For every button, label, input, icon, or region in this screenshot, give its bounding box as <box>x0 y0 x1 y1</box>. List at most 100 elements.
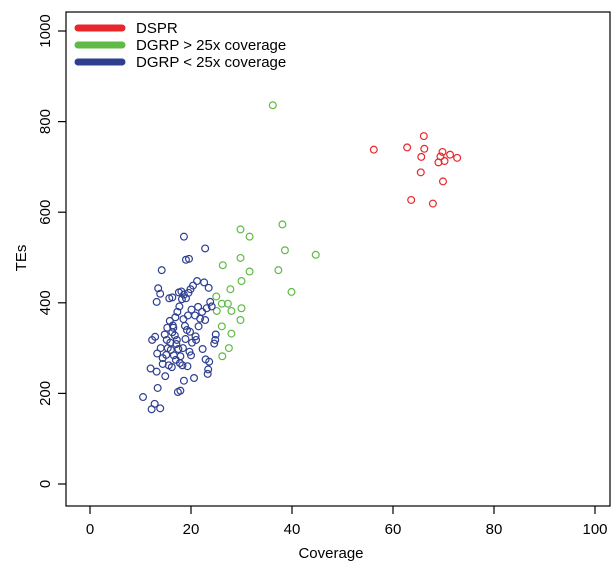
data-point <box>217 322 226 331</box>
data-point <box>172 340 181 349</box>
data-point <box>171 313 180 322</box>
data-point <box>217 299 226 308</box>
data-point <box>179 376 188 385</box>
data-point <box>287 287 296 296</box>
x-tick-label: 80 <box>486 521 503 538</box>
data-point <box>407 195 416 204</box>
data-point <box>205 357 214 366</box>
data-point <box>160 330 169 339</box>
y-tick-label: 400 <box>37 290 54 315</box>
data-point <box>174 345 183 354</box>
data-point <box>245 232 254 241</box>
data-point <box>179 315 188 324</box>
data-point <box>438 147 447 156</box>
data-point <box>202 304 211 313</box>
legend-label: DGRP < 25x coverage <box>136 54 286 71</box>
data-point <box>417 152 426 161</box>
data-point <box>187 305 196 314</box>
data-point <box>212 292 221 301</box>
data-point <box>170 331 179 340</box>
series-1 <box>212 101 320 361</box>
data-point <box>194 302 203 311</box>
data-point <box>185 347 194 356</box>
legend-label: DSPR <box>136 20 178 37</box>
data-point <box>139 393 148 402</box>
data-point <box>157 266 166 275</box>
data-point <box>280 246 289 255</box>
series-2 <box>139 232 220 414</box>
data-point <box>185 327 194 336</box>
x-tick-label: 60 <box>385 521 402 538</box>
data-point <box>207 302 216 311</box>
data-point <box>151 332 160 341</box>
data-point <box>183 362 192 371</box>
data-point <box>224 344 233 353</box>
plot-frame <box>65 11 611 507</box>
data-point <box>178 361 187 370</box>
data-point <box>428 199 437 208</box>
y-tick-label: 1000 <box>37 14 54 47</box>
data-point <box>161 372 170 381</box>
data-point <box>156 289 165 298</box>
data-point <box>420 144 429 153</box>
data-point <box>172 335 181 344</box>
data-point <box>218 261 227 270</box>
data-point <box>245 267 254 276</box>
data-point <box>192 335 201 344</box>
data-point <box>419 132 428 141</box>
x-tick-label: 40 <box>284 521 301 538</box>
data-point <box>210 339 219 348</box>
data-point <box>237 304 246 313</box>
data-points <box>139 101 462 414</box>
data-point <box>167 363 176 372</box>
data-point <box>189 281 198 290</box>
data-point <box>177 295 186 304</box>
data-point <box>176 352 185 361</box>
data-point <box>236 225 245 234</box>
data-point <box>218 352 227 361</box>
data-point <box>226 285 235 294</box>
data-point <box>201 244 210 253</box>
data-point <box>173 307 182 316</box>
data-point <box>227 306 236 315</box>
y-tick-label: 200 <box>37 381 54 406</box>
data-point <box>193 277 202 286</box>
data-point <box>169 351 178 360</box>
data-point <box>156 344 165 353</box>
data-point <box>236 253 245 262</box>
data-point <box>153 383 162 392</box>
data-point <box>211 330 220 339</box>
data-point <box>453 153 462 162</box>
data-point <box>206 297 215 306</box>
data-point <box>194 322 203 331</box>
data-point <box>438 177 447 186</box>
data-point <box>236 316 245 325</box>
data-point <box>201 316 210 325</box>
data-point <box>446 150 455 159</box>
data-point <box>204 283 213 292</box>
data-point <box>198 345 207 354</box>
series-0 <box>369 132 462 208</box>
x-axis-title: Coverage <box>298 545 363 562</box>
x-tick-label: 0 <box>86 521 94 538</box>
data-point <box>176 386 185 395</box>
data-point <box>188 338 197 347</box>
data-point <box>278 220 287 229</box>
data-point <box>204 365 213 374</box>
data-point <box>156 404 165 413</box>
y-axis-title: TEs <box>13 245 30 272</box>
data-point <box>268 101 277 110</box>
data-point <box>211 335 220 344</box>
data-point <box>274 266 283 275</box>
data-point <box>181 335 190 344</box>
data-point <box>146 364 155 373</box>
data-point <box>162 335 171 344</box>
y-tick-label: 0 <box>37 480 54 488</box>
data-point <box>169 323 178 332</box>
data-point <box>152 367 161 376</box>
data-point <box>175 359 184 368</box>
data-point <box>180 321 189 330</box>
data-point <box>154 284 163 293</box>
